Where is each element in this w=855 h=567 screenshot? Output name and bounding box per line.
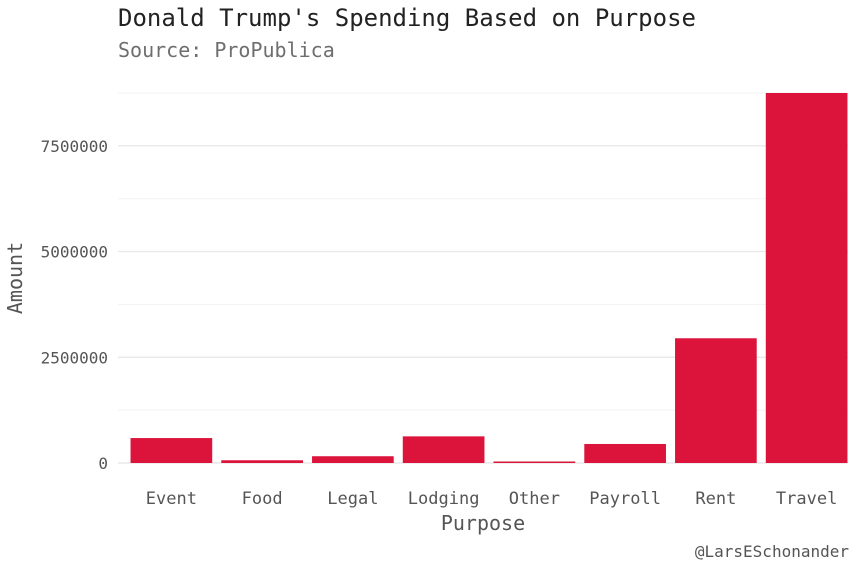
x-tick-label: Legal bbox=[327, 489, 378, 509]
bar-event bbox=[130, 438, 213, 463]
y-tick-label: 0 bbox=[98, 454, 108, 473]
y-tick-label: 7500000 bbox=[41, 137, 108, 156]
x-tick-label: Other bbox=[509, 489, 560, 509]
chart-subtitle: Source: ProPublica bbox=[118, 38, 335, 62]
chart-title: Donald Trump's Spending Based on Purpose bbox=[118, 4, 696, 32]
bar-rent bbox=[675, 338, 757, 463]
x-tick-label: Travel bbox=[776, 489, 837, 509]
chart-caption: @LarsESchonander bbox=[694, 542, 849, 561]
y-axis-ticks: 0 2500000 5000000 7500000 bbox=[41, 137, 108, 473]
bar-payroll bbox=[584, 443, 666, 463]
bar-food bbox=[221, 460, 303, 463]
bars bbox=[130, 93, 848, 463]
x-tick-label: Event bbox=[146, 489, 197, 509]
y-axis-title: Amount bbox=[3, 242, 27, 314]
bar-travel bbox=[765, 93, 848, 463]
bar-other bbox=[493, 461, 576, 463]
bar-lodging bbox=[402, 436, 485, 463]
x-tick-label: Lodging bbox=[408, 489, 480, 509]
x-axis-ticks: Event Food Legal Lodging Other Payroll Rent Tra… bbox=[146, 489, 838, 509]
y-tick-label: 2500000 bbox=[41, 348, 108, 367]
x-axis-title: Purpose bbox=[441, 511, 525, 535]
y-tick-label: 5000000 bbox=[41, 243, 108, 262]
x-tick-label: Food bbox=[242, 489, 283, 509]
x-tick-label: Rent bbox=[695, 489, 736, 509]
bar-legal bbox=[312, 456, 394, 463]
x-tick-label: Payroll bbox=[589, 489, 661, 509]
